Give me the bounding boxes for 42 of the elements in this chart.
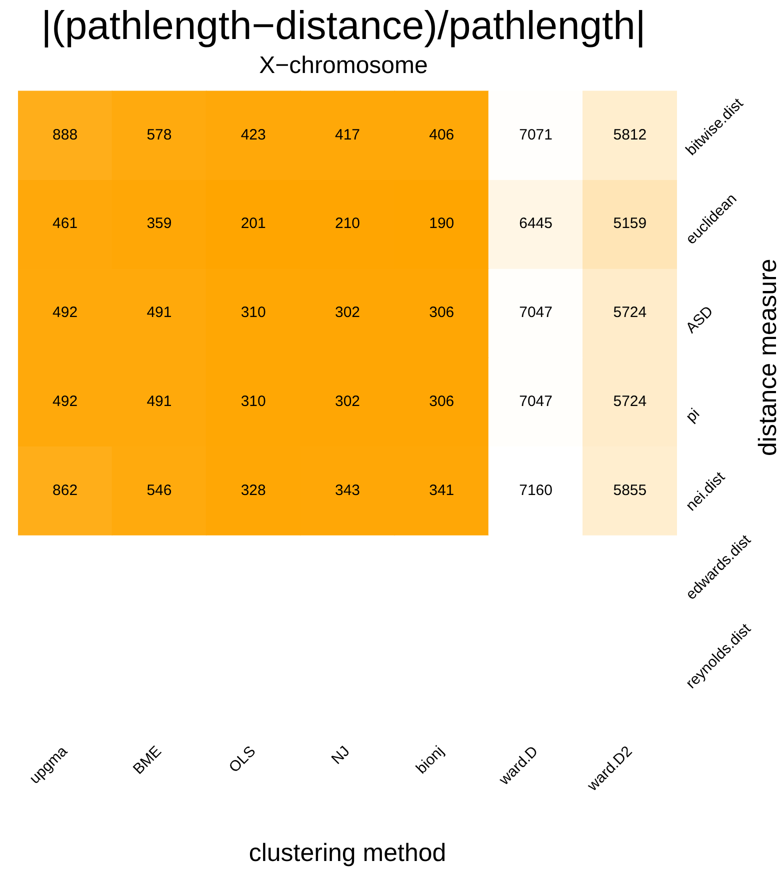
data-label: 310 <box>240 304 266 322</box>
data-label: 328 <box>240 482 266 499</box>
data-label: 201 <box>240 215 266 232</box>
data-label: 862 <box>52 482 78 499</box>
data-label: 310 <box>240 392 266 410</box>
data-label: 5812 <box>613 126 647 144</box>
data-label: 7160 <box>519 482 552 499</box>
chart-title: |(pathlength−distance)/pathlength| <box>41 4 646 48</box>
data-label: 6445 <box>519 215 552 232</box>
data-label: 5724 <box>613 392 647 410</box>
data-label: 7071 <box>519 126 552 144</box>
data-label: 306 <box>429 392 454 410</box>
data-label: 302 <box>334 304 360 322</box>
data-label: 5855 <box>613 482 647 499</box>
y-tick-label: pi <box>682 405 704 426</box>
data-label: 343 <box>334 482 360 499</box>
data-label: 302 <box>334 392 360 410</box>
data-label: 341 <box>429 482 454 499</box>
data-label: 210 <box>334 215 360 232</box>
data-label: 888 <box>52 126 78 144</box>
x-tick-label: NJ <box>328 742 354 768</box>
x-tick-label: OLS <box>226 742 260 776</box>
data-label: 7047 <box>519 304 552 322</box>
data-label: 423 <box>240 126 266 144</box>
data-label: 359 <box>146 215 172 232</box>
y-axis-title: distance measure <box>754 258 782 456</box>
data-label: 417 <box>334 126 360 144</box>
data-label: 7047 <box>519 392 552 410</box>
data-label: 190 <box>429 215 454 232</box>
x-axis-title: clustering method <box>248 838 446 867</box>
data-label: 491 <box>146 392 172 410</box>
data-label: 492 <box>52 304 78 322</box>
data-label: 491 <box>146 304 172 322</box>
data-label: 306 <box>429 304 454 322</box>
chart-subtitle: X−chromosome <box>259 52 428 80</box>
data-label: 461 <box>52 215 78 232</box>
data-label: 578 <box>146 126 172 144</box>
data-label: 406 <box>429 126 454 144</box>
data-label: 492 <box>52 392 78 410</box>
data-label: 5724 <box>613 304 647 322</box>
data-label: 5159 <box>613 215 647 232</box>
data-label: 546 <box>146 482 172 499</box>
